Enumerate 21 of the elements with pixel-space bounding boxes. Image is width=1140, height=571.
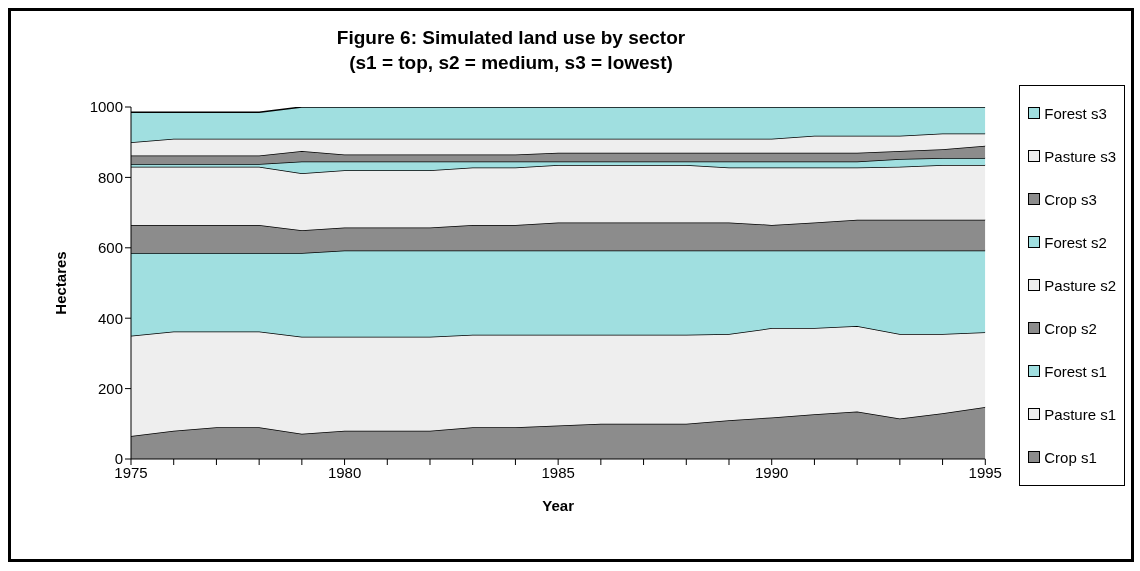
y-axis-title: Hectares	[52, 251, 70, 315]
x-axis-title: Year	[542, 497, 575, 514]
y-tick-label: 800	[97, 168, 123, 186]
legend-label: Pasture s2	[1044, 276, 1116, 294]
legend-label: Crop s2	[1044, 319, 1097, 337]
y-tick-label: 600	[97, 239, 123, 257]
y-tick-label: 200	[97, 379, 123, 397]
x-tick-label: 1995	[968, 463, 1002, 481]
y-tick-label: 1000	[89, 98, 123, 116]
legend-label: Forest s3	[1044, 104, 1107, 122]
x-tick-label: 1980	[327, 463, 362, 481]
legend-label: Forest s1	[1044, 362, 1107, 380]
legend-label: Crop s3	[1044, 190, 1097, 208]
y-tick-label: 400	[97, 309, 123, 327]
legend-label: Pasture s3	[1044, 147, 1116, 165]
x-tick-label: 1985	[541, 463, 575, 481]
legend-label: Crop s1	[1044, 448, 1097, 466]
chart-title: Figure 6: Simulated land use by sector (s1 = top, s2 = medium, s3 = lowest)	[335, 26, 687, 75]
legend-label: Pasture s1	[1044, 405, 1116, 423]
x-tick-label: 1990	[755, 463, 789, 481]
legend-label: Forest s2	[1044, 233, 1107, 251]
